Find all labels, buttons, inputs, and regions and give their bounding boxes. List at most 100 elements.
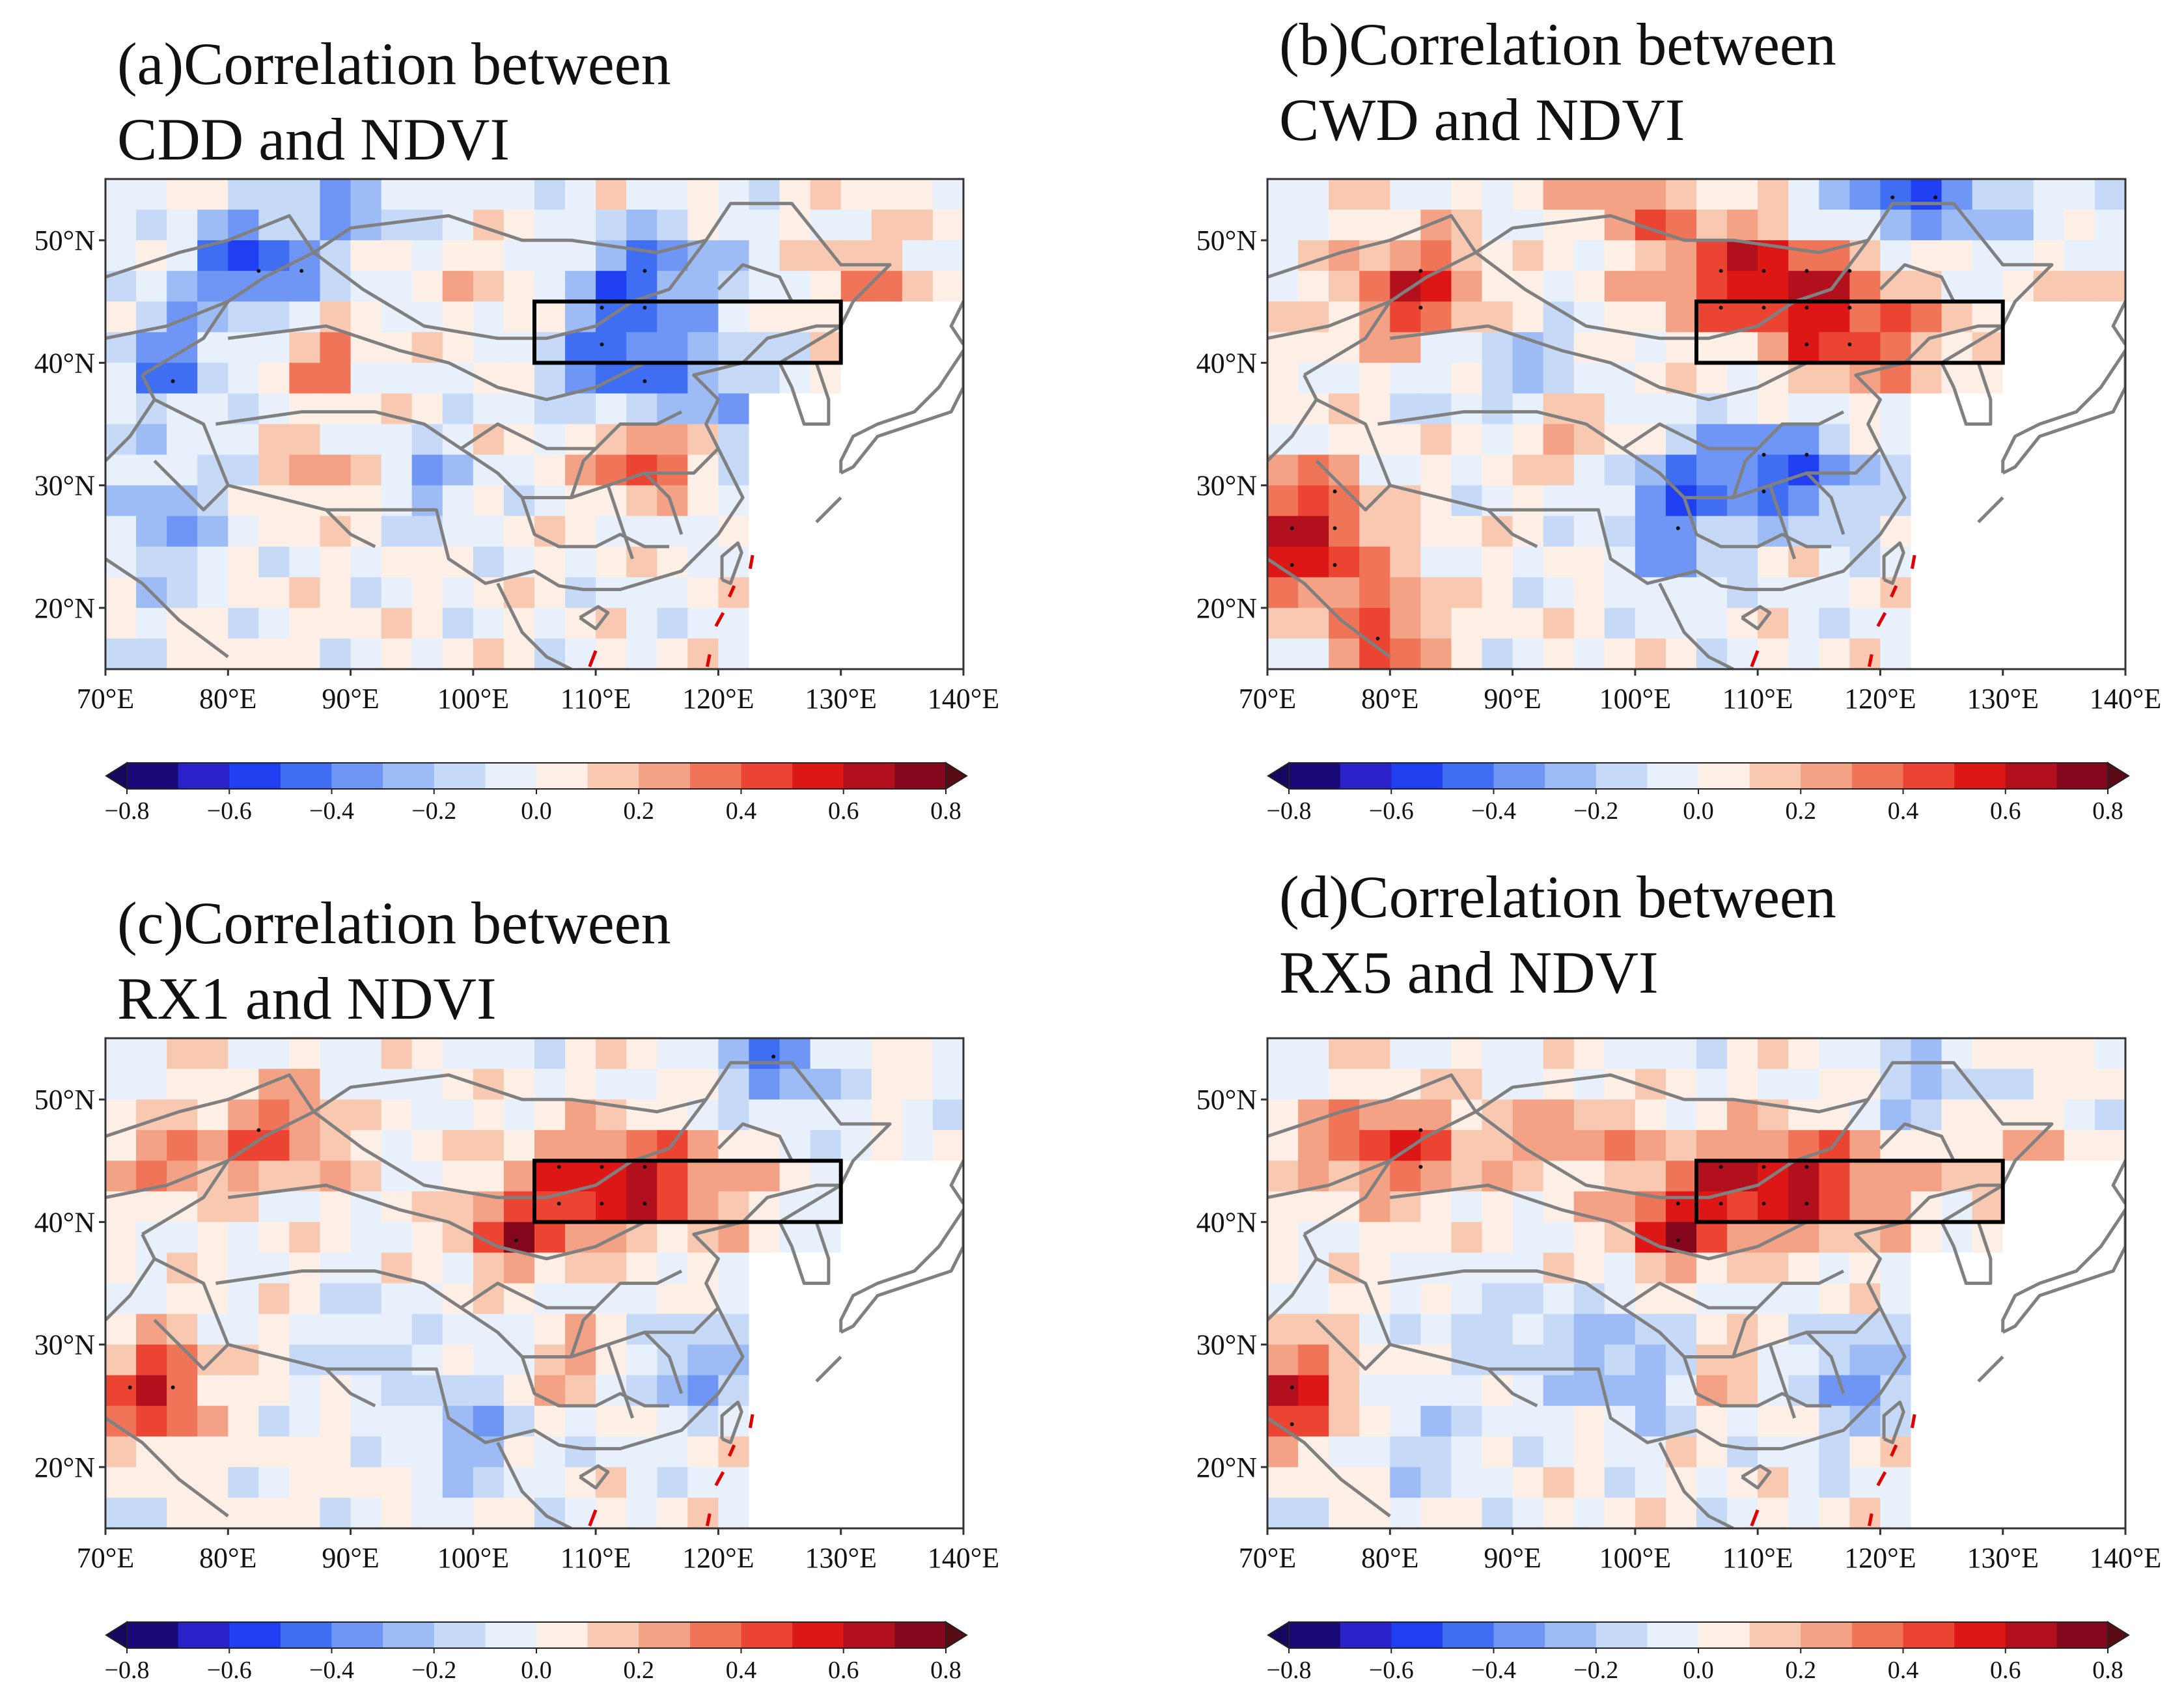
border-line: [1732, 1306, 1759, 1358]
field-cell: [2033, 363, 2065, 394]
field-cell: [1849, 1497, 1881, 1528]
coastline: [1977, 496, 2004, 523]
field-cell: [1911, 1222, 1942, 1254]
coastline: [949, 299, 963, 346]
border-line: [1682, 1356, 1832, 1408]
field-cell: [1635, 179, 1666, 210]
field-cell: [779, 210, 811, 241]
border-line: [741, 324, 841, 365]
field-cell: [197, 607, 228, 639]
field-cell: [2064, 210, 2095, 241]
field-cell: [902, 1222, 933, 1254]
field-cell: [381, 1467, 413, 1498]
field-cell: [534, 424, 566, 456]
border-line: [717, 263, 794, 303]
field-cell: [258, 1467, 290, 1498]
colorbar-segment: [894, 763, 947, 789]
colorbar-tick-label: −0.2: [411, 1657, 456, 1684]
field-cell: [320, 210, 352, 241]
field-cell: [289, 454, 321, 486]
field-cell: [381, 1038, 413, 1069]
field-cell: [534, 485, 566, 517]
field-cell: [2094, 607, 2125, 639]
field-cell: [626, 1344, 657, 1376]
dash-segment: [1890, 1444, 1898, 1457]
field-cell: [1604, 1344, 1636, 1376]
title-line-2: RX1 and NDVI: [117, 965, 497, 1032]
field-cell: [1451, 1038, 1483, 1069]
field-cell: [1788, 1191, 1819, 1222]
field-cell: [840, 1436, 872, 1468]
field-cell: [626, 1038, 657, 1069]
field-cell: [1359, 332, 1390, 363]
field-cell: [718, 393, 750, 425]
field-cell: [289, 1314, 321, 1345]
significance-dot: [1762, 1164, 1766, 1169]
field-cell: [932, 516, 963, 547]
field-cell: [1543, 1314, 1575, 1345]
field-cell: [1390, 1038, 1421, 1069]
colorbar: −0.8 −0.6 −0.4 −0.2 0.0 0.2 0.4 0.6 0.8: [105, 1621, 968, 1684]
field-cell: [2002, 332, 2034, 363]
field-cell: [289, 1283, 321, 1315]
colorbar-tick-label: 0.0: [1683, 797, 1714, 825]
field-cell: [1604, 393, 1636, 425]
field-cell: [228, 1099, 259, 1131]
field-cell: [1604, 240, 1636, 271]
border-line: [1389, 1183, 1844, 1261]
colorbar-tick-label: 0.2: [1786, 797, 1817, 825]
field-cell: [2064, 1191, 2095, 1222]
significance-dot: [128, 1385, 132, 1390]
field-cell: [1359, 1467, 1390, 1498]
field-cell: [1267, 1436, 1299, 1468]
field-cell: [105, 485, 137, 517]
field-cell: [1819, 393, 1850, 425]
field-cell: [411, 1038, 443, 1069]
field-cell: [2064, 454, 2095, 486]
field-cell: [136, 1283, 167, 1315]
dash-segment: [714, 612, 725, 627]
field-cell: [902, 301, 933, 333]
field-cell: [136, 485, 167, 517]
coastline: [1882, 541, 1905, 585]
field-cell: [1696, 1344, 1728, 1376]
field-cell: [687, 1405, 719, 1437]
field-cell: [473, 271, 505, 302]
field-cell: [687, 577, 719, 609]
field-cell: [1665, 1252, 1697, 1284]
field-cell: [1635, 1130, 1666, 1161]
field-cell: [105, 393, 137, 425]
field-cell: [136, 638, 167, 669]
field-cell: [136, 1467, 167, 1498]
field-cell: [442, 516, 474, 547]
field-cell: [1972, 1283, 2004, 1315]
significance-dot: [1804, 452, 1809, 457]
field-cell: [1451, 1130, 1483, 1161]
field-cell: [503, 179, 535, 210]
colorbar-segment: [331, 763, 383, 789]
field-cell: [1267, 1222, 1299, 1254]
field-cell: [626, 1252, 657, 1284]
significance-dot: [600, 342, 604, 347]
field-cell: [1911, 1283, 1942, 1315]
field-cell: [718, 301, 750, 333]
significance-dot: [1762, 269, 1766, 273]
field-cell: [442, 393, 474, 425]
field-cell: [1972, 1467, 2004, 1498]
field-cell: [105, 516, 137, 547]
field-cell: [228, 1375, 259, 1407]
field-cell: [1543, 1344, 1575, 1376]
field-cell: [105, 179, 137, 210]
significance-dots: [171, 269, 647, 383]
field-cell: [2002, 1436, 2034, 1468]
significance-dot: [171, 1385, 175, 1390]
nine-dash-line: [1750, 1414, 1916, 1527]
field-cell: [1788, 301, 1819, 333]
field-cell: [1665, 485, 1697, 517]
field-cell: [1543, 516, 1575, 547]
field-cell: [289, 516, 321, 547]
lon-tick-label: 140°E: [2090, 683, 2161, 715]
correlation-map: 70°E 80°E 90°E 100°E 110°E 120°E 130°E 140°E50°…: [35, 1037, 999, 1684]
field-cell: [932, 210, 963, 241]
field-cell: [105, 1038, 137, 1069]
